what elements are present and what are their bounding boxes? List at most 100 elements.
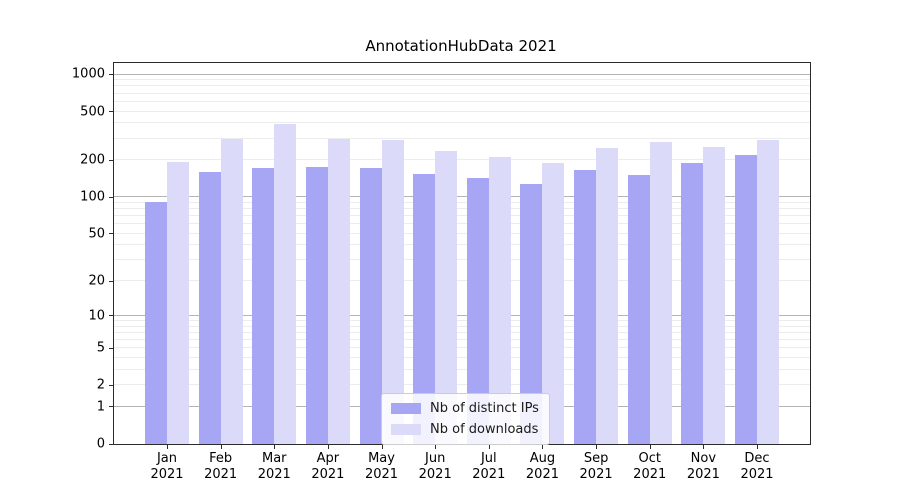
minor-gridline xyxy=(114,137,810,139)
y-tick-label: 0 xyxy=(96,436,105,452)
bar-distinct-ips-dec xyxy=(735,154,757,444)
plot-area: Nb of distinct IPs Nb of downloads 0 1 2 5 1… xyxy=(72,62,811,482)
minor-gridline xyxy=(114,122,810,124)
y-tick-label: 200 xyxy=(80,152,105,168)
y-tick-label: 50 xyxy=(88,226,105,242)
x-tick-label-jun: Jun 2021 xyxy=(418,451,452,482)
y-tick-label: 2 xyxy=(96,377,105,393)
x-tick-label-dec: Dec 2021 xyxy=(740,451,774,482)
y-tick-mark xyxy=(109,406,114,408)
bar-distinct-ips-may xyxy=(359,167,382,444)
minor-gridline xyxy=(114,85,810,87)
x-tick-label-apr: Apr 2021 xyxy=(311,451,345,482)
y-tick-label: 1000 xyxy=(71,66,105,82)
bar-distinct-ips-aug xyxy=(520,184,543,444)
major-gridline xyxy=(114,196,810,198)
bar-distinct-ips-oct xyxy=(627,174,650,444)
minor-gridline xyxy=(114,223,810,225)
x-tick-label-may: May 2021 xyxy=(364,451,399,482)
legend: Nb of distinct IPs Nb of downloads xyxy=(381,393,550,445)
major-gridline xyxy=(114,314,810,316)
minor-gridline xyxy=(114,100,810,102)
y-tick-mark xyxy=(109,384,114,386)
x-tick-mark xyxy=(703,444,705,449)
y-tick-mark xyxy=(109,196,114,198)
x-tick-label-mar: Mar 2021 xyxy=(257,451,291,482)
bar-downloads-oct xyxy=(649,141,672,444)
x-tick-label-sep: Sep 2021 xyxy=(579,451,613,482)
x-tick-label-jul: Jul 2021 xyxy=(472,451,506,482)
x-tick-mark xyxy=(167,444,168,449)
minor-gridline xyxy=(114,232,810,234)
legend-label-downloads: Nb of downloads xyxy=(430,422,539,437)
y-tick-mark xyxy=(109,233,114,235)
minor-gridline xyxy=(114,79,810,81)
x-tick-mark xyxy=(757,444,758,449)
x-tick-mark xyxy=(649,444,651,449)
minor-gridline xyxy=(114,244,810,246)
minor-gridline xyxy=(114,259,810,261)
legend-label-distinct-ips: Nb of distinct IPs xyxy=(430,401,539,416)
legend-swatch-downloads xyxy=(391,424,421,435)
minor-gridline xyxy=(114,92,810,94)
x-tick-mark xyxy=(381,444,383,449)
legend-swatch-distinct-ips xyxy=(391,403,421,414)
x-tick-mark xyxy=(274,444,276,449)
minor-gridline xyxy=(114,356,810,358)
bar-downloads-nov xyxy=(703,146,726,444)
minor-gridline xyxy=(114,384,810,386)
y-tick-mark xyxy=(109,111,114,112)
minor-gridline xyxy=(114,338,810,340)
minor-gridline xyxy=(114,215,810,217)
bar-distinct-ips-sep xyxy=(574,170,597,444)
bar-distinct-ips-mar xyxy=(252,168,275,444)
bar-distinct-ips-feb xyxy=(198,171,221,444)
y-tick-label: 1 xyxy=(96,399,105,415)
x-tick-mark xyxy=(596,444,598,449)
x-tick-mark xyxy=(488,444,490,449)
y-tick-mark xyxy=(109,347,114,349)
minor-gridline xyxy=(114,110,810,112)
y-tick-label: 100 xyxy=(80,189,105,205)
y-tick-mark xyxy=(109,443,114,445)
bar-downloads-sep xyxy=(596,148,619,444)
minor-gridline xyxy=(114,201,810,203)
y-tick-mark xyxy=(109,159,114,161)
y-tick-label: 500 xyxy=(80,104,105,119)
x-tick-mark xyxy=(327,444,329,449)
bar-downloads-feb xyxy=(220,138,243,444)
minor-gridline xyxy=(114,280,810,282)
bar-downloads-mar xyxy=(274,124,297,444)
minor-gridline xyxy=(114,207,810,209)
y-tick-label: 10 xyxy=(88,308,105,324)
bar-distinct-ips-jul xyxy=(466,178,489,444)
y-tick-label: 20 xyxy=(88,273,105,289)
legend-entry-distinct-ips: Nb of distinct IPs xyxy=(391,401,539,416)
bar-downloads-apr xyxy=(327,139,350,444)
bar-downloads-may xyxy=(381,140,404,444)
minor-gridline xyxy=(114,347,810,349)
x-tick-label-aug: Aug 2021 xyxy=(525,451,559,482)
minor-gridline xyxy=(114,325,810,327)
bar-downloads-aug xyxy=(542,162,565,444)
x-tick-label-feb: Feb 2021 xyxy=(204,451,238,482)
x-tick-mark xyxy=(220,444,222,449)
bar-distinct-ips-jun xyxy=(413,174,436,444)
bar-downloads-dec xyxy=(757,140,779,444)
minor-gridline xyxy=(114,319,810,321)
y-tick-label: 5 xyxy=(96,340,105,356)
major-gridline xyxy=(114,73,810,75)
y-tick-mark xyxy=(109,315,114,317)
bar-distinct-ips-jan xyxy=(145,202,167,444)
x-tick-label-jan: Jan 2021 xyxy=(150,451,184,482)
y-tick-mark xyxy=(109,280,114,282)
minor-gridline xyxy=(114,331,810,333)
x-tick-label-nov: Nov 2021 xyxy=(686,451,720,482)
legend-entry-downloads: Nb of downloads xyxy=(391,422,539,437)
minor-gridline xyxy=(114,159,810,161)
x-tick-mark xyxy=(435,444,437,449)
bar-downloads-jun xyxy=(435,150,458,444)
bar-downloads-jan xyxy=(167,161,189,444)
chart-title: AnnotationHubData 2021 xyxy=(365,37,557,55)
